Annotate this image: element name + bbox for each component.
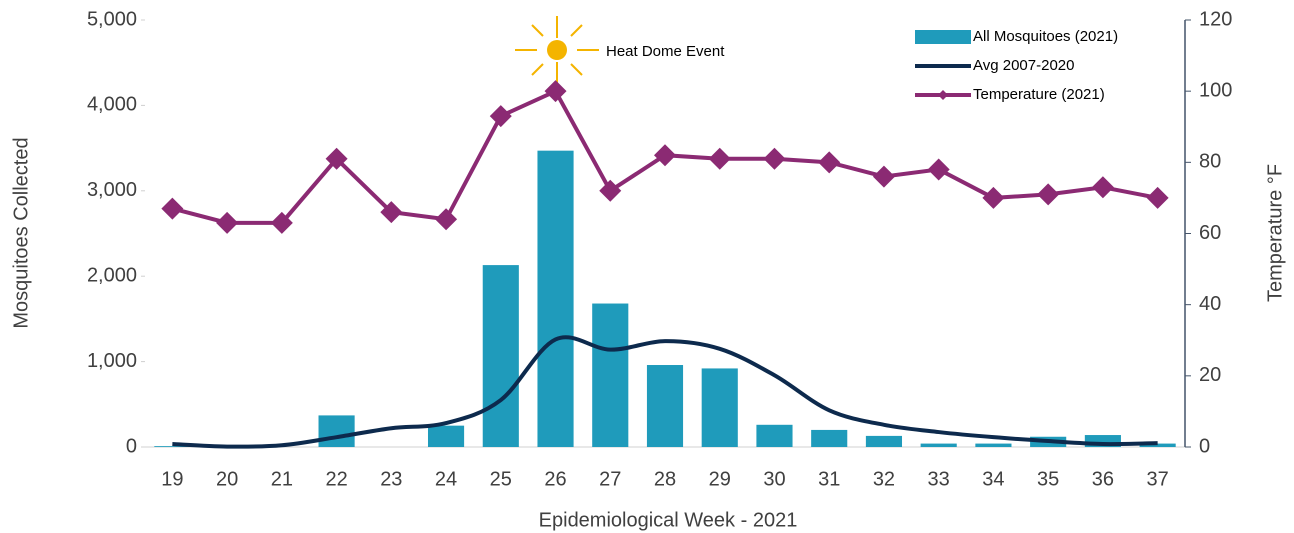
y-tick-label: 3,000 xyxy=(87,179,137,201)
x-tick-label: 20 xyxy=(216,468,238,490)
marker xyxy=(708,147,731,170)
y-tick-label: 0 xyxy=(126,435,137,457)
x-tick-label: 23 xyxy=(380,468,402,490)
y-tick-label: 1,000 xyxy=(87,350,137,372)
bar xyxy=(318,415,355,447)
y-tick-label: 4,000 xyxy=(87,94,137,116)
x-tick-label: 24 xyxy=(435,468,457,490)
y2-tick-label: 0 xyxy=(1199,435,1210,457)
x-tick-label: 31 xyxy=(818,468,840,490)
y2-tick-label: 80 xyxy=(1199,151,1221,173)
y2-tick-label: 100 xyxy=(1199,79,1232,101)
bar xyxy=(975,443,1012,447)
y2-tick-label: 40 xyxy=(1199,293,1221,315)
x-tick-label: 33 xyxy=(928,468,950,490)
legend-swatch xyxy=(915,30,971,44)
x-tick-label: 28 xyxy=(654,468,676,490)
y-tick-label: 5,000 xyxy=(87,8,137,30)
bar xyxy=(154,446,191,447)
legend-label: Temperature (2021) xyxy=(973,86,1105,103)
marker xyxy=(654,144,676,167)
bar xyxy=(811,429,848,447)
marker xyxy=(872,165,895,188)
marker xyxy=(1146,186,1169,209)
marker xyxy=(818,151,841,174)
y2-axis-title: Temperature °F xyxy=(1264,164,1286,302)
x-tick-label: 26 xyxy=(544,468,566,490)
marker xyxy=(1091,176,1114,199)
y2-tick-label: 20 xyxy=(1199,364,1221,386)
x-tick-label: 29 xyxy=(709,468,731,490)
marker xyxy=(325,147,348,170)
bar xyxy=(482,265,519,447)
bar xyxy=(427,425,465,447)
marker xyxy=(216,211,239,234)
bar xyxy=(865,435,903,447)
legend-label: Avg 2007-2020 xyxy=(973,57,1074,74)
marker xyxy=(489,105,512,128)
x-tick-label: 32 xyxy=(873,468,895,490)
y2-tick-label: 60 xyxy=(1199,222,1221,244)
marker xyxy=(161,197,184,220)
x-tick-label: 37 xyxy=(1147,468,1169,490)
marker xyxy=(763,147,786,170)
bar xyxy=(646,365,684,447)
x-axis-title: Epidemiological Week - 2021 xyxy=(539,509,798,531)
x-tick-label: 35 xyxy=(1037,468,1059,490)
y-tick-label: 2,000 xyxy=(87,264,137,286)
x-tick-label: 25 xyxy=(490,468,512,490)
x-tick-label: 19 xyxy=(161,468,183,490)
marker xyxy=(380,201,403,224)
bar xyxy=(1084,435,1121,447)
x-tick-label: 30 xyxy=(763,468,785,490)
marker xyxy=(544,80,567,103)
x-tick-label: 21 xyxy=(271,468,293,490)
marker xyxy=(1037,183,1060,206)
x-tick-label: 36 xyxy=(1092,468,1114,490)
x-tick-label: 22 xyxy=(325,468,347,490)
y-axis-title: Mosquitoes Collected xyxy=(10,137,32,328)
bar xyxy=(756,424,793,447)
bar xyxy=(592,303,629,447)
sun-icon xyxy=(515,16,599,84)
bar xyxy=(537,150,574,448)
marker xyxy=(270,211,293,234)
legend-marker xyxy=(938,90,948,100)
bar xyxy=(701,368,738,447)
y2-tick-label: 120 xyxy=(1199,8,1232,30)
line xyxy=(172,335,1158,449)
annotation: Heat Dome Event xyxy=(606,43,725,60)
marker xyxy=(435,208,458,231)
marker xyxy=(599,179,622,202)
bar xyxy=(920,443,957,447)
x-tick-label: 27 xyxy=(599,468,621,490)
legend-label: All Mosquitoes (2021) xyxy=(973,28,1118,45)
bar xyxy=(1139,443,1176,447)
x-tick-label: 34 xyxy=(982,468,1004,490)
marker xyxy=(982,186,1005,209)
marker xyxy=(927,158,950,181)
